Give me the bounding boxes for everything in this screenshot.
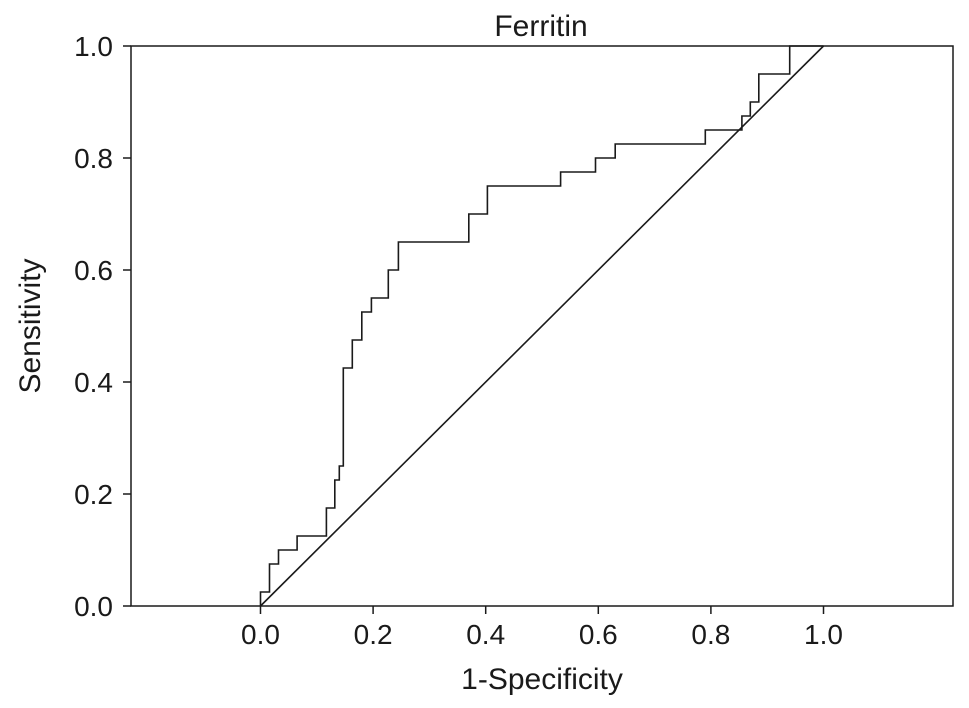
roc-curve-line bbox=[259, 45, 824, 606]
y-tick-label: 0.2 bbox=[74, 479, 113, 510]
y-axis-ticks: 0.0 0.2 0.4 0.6 0.8 1.0 bbox=[74, 31, 131, 622]
chart-title: Ferritin bbox=[494, 10, 587, 43]
x-tick-label: 0.4 bbox=[466, 619, 505, 650]
x-tick-label: 1.0 bbox=[804, 619, 843, 650]
x-axis-label: 1-Specificity bbox=[461, 663, 623, 696]
plot-frame bbox=[130, 45, 954, 607]
y-tick-label: 1.0 bbox=[74, 31, 113, 62]
x-tick-label: 0.2 bbox=[354, 619, 393, 650]
x-axis-ticks: 0.0 0.2 0.4 0.6 0.8 1.0 bbox=[241, 606, 843, 650]
reference-diagonal-line bbox=[259, 45, 825, 607]
y-tick-label: 0.4 bbox=[74, 367, 113, 398]
y-axis-label: Sensitivity bbox=[14, 258, 47, 393]
series-layer bbox=[259, 45, 825, 607]
y-tick-label: 0.0 bbox=[74, 591, 113, 622]
y-tick-label: 0.6 bbox=[74, 255, 113, 286]
x-tick-label: 0.6 bbox=[579, 619, 618, 650]
x-tick-label: 0.0 bbox=[241, 619, 280, 650]
x-tick-label: 0.8 bbox=[691, 619, 730, 650]
y-tick-label: 0.8 bbox=[74, 143, 113, 174]
